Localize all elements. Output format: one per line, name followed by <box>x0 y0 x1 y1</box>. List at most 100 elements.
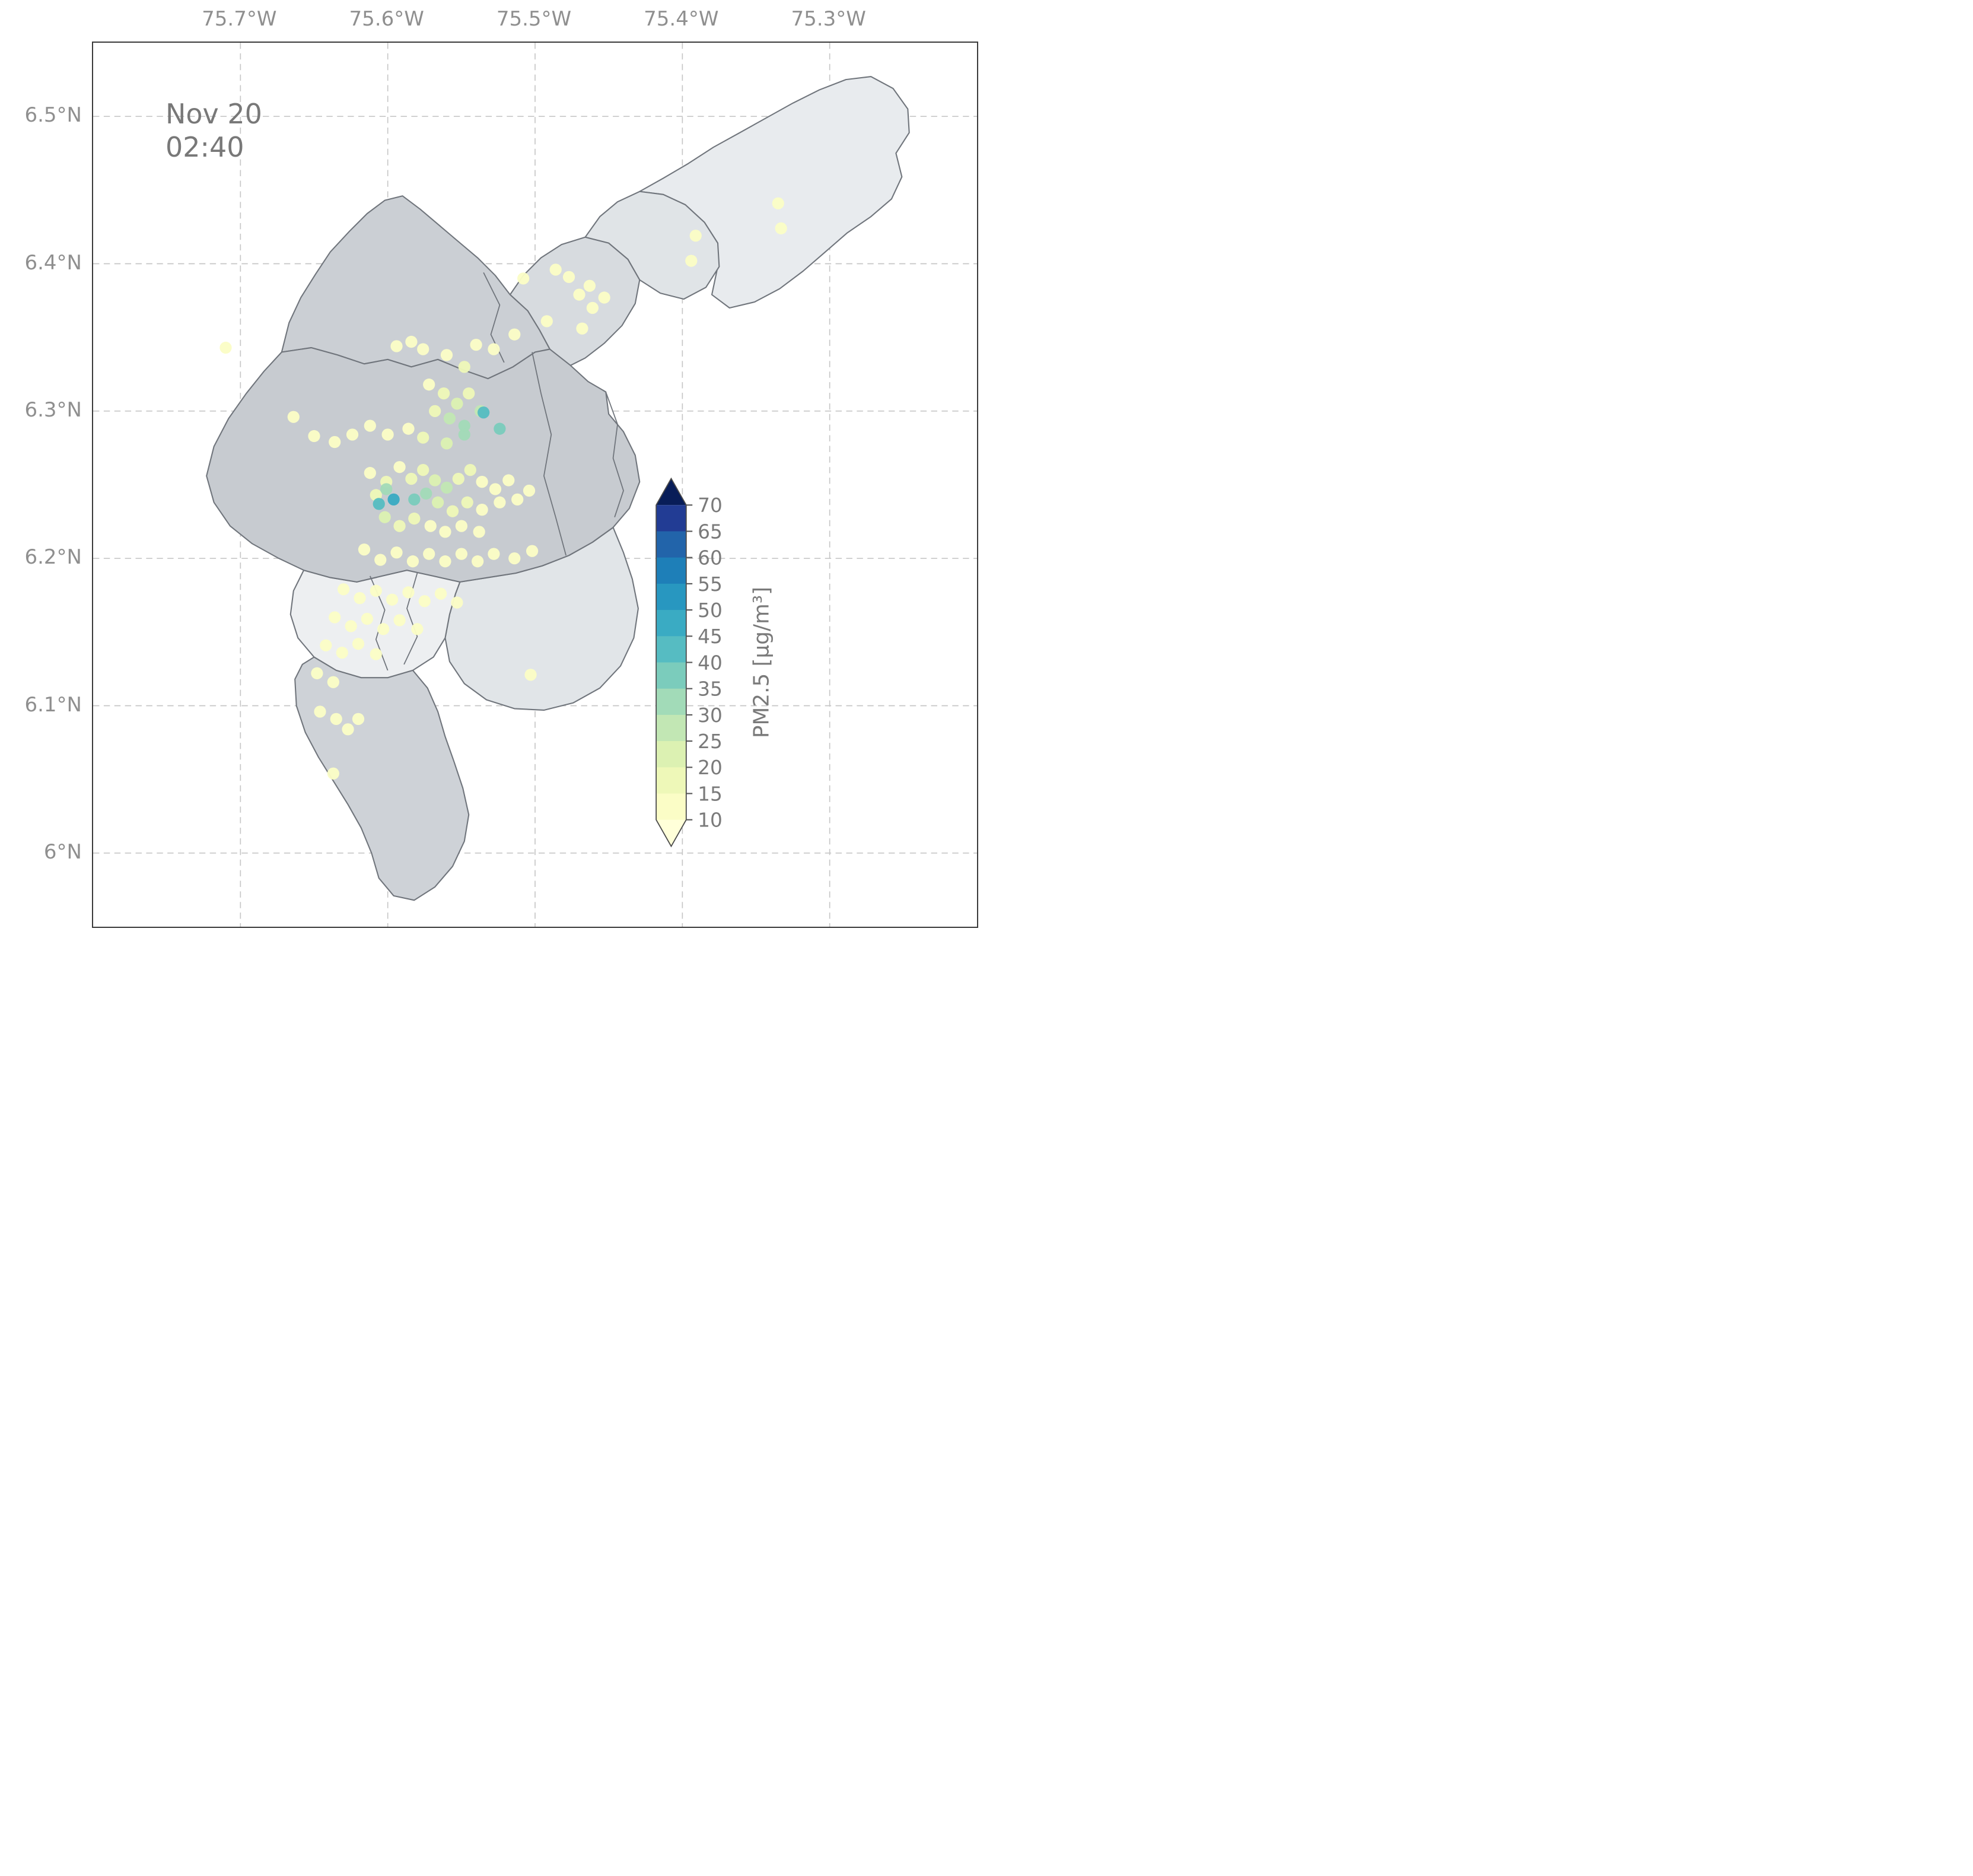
colorbar-tick-label: 70 <box>698 494 723 517</box>
scatter-point <box>452 472 464 485</box>
colorbar-tick-label: 30 <box>698 704 723 727</box>
scatter-point <box>364 467 376 479</box>
scatter-point <box>439 555 451 568</box>
scatter-point <box>508 552 521 565</box>
scatter-point <box>364 419 376 432</box>
scatter-point <box>420 487 432 500</box>
y-tick-label: 6.2°N <box>24 545 82 570</box>
scatter-point <box>429 474 441 487</box>
y-tick-label: 6.5°N <box>24 103 82 128</box>
scatter-point <box>408 493 421 506</box>
scatter-point <box>330 713 342 725</box>
municipality-inner-border <box>605 392 624 517</box>
y-tick-label: 6.4°N <box>24 250 82 275</box>
scatter-point <box>393 461 406 473</box>
colorbar-bin <box>656 505 686 532</box>
scatter-point <box>451 596 463 609</box>
scatter-point <box>424 520 437 532</box>
scatter-point <box>418 595 431 608</box>
scatter-point <box>417 463 429 476</box>
pm25-scatter-points <box>219 197 787 780</box>
colorbar-axis-label: PM2.5 [µg/m³] <box>749 587 774 738</box>
colorbar-bin <box>656 583 686 611</box>
scatter-point <box>374 554 387 566</box>
scatter-point <box>417 343 429 355</box>
scatter-point <box>494 422 506 435</box>
colorbar-bin <box>656 688 686 716</box>
scatter-point <box>476 504 488 516</box>
scatter-point <box>524 669 537 681</box>
scatter-point <box>393 520 406 532</box>
scatter-point <box>517 272 530 285</box>
scatter-point <box>411 623 424 635</box>
colorbar-tick-label: 60 <box>698 547 723 570</box>
timestamp-time: 02:40 <box>166 131 244 164</box>
scatter-point <box>423 548 435 560</box>
colorbar-tick-label: 65 <box>698 520 723 543</box>
scatter-point <box>387 493 400 506</box>
scatter-point <box>352 638 365 650</box>
scatter-point <box>417 431 429 444</box>
scatter-point <box>488 343 500 355</box>
scatter-point <box>463 387 475 400</box>
scatter-point <box>458 419 470 432</box>
colorbar-tick-label: 50 <box>698 599 723 622</box>
scatter-point <box>573 288 585 301</box>
scatter-point <box>455 548 468 560</box>
scatter-point <box>472 555 484 568</box>
colorbar-tick-label: 45 <box>698 625 723 648</box>
colorbar-tick-label: 35 <box>698 678 723 701</box>
colorbar-bin <box>656 531 686 558</box>
colorbar-bin <box>656 741 686 768</box>
scatter-point <box>314 705 326 718</box>
scatter-point <box>540 315 553 327</box>
scatter-point <box>437 387 450 400</box>
colorbar-tick-label: 25 <box>698 730 723 753</box>
x-tick-label: 75.6°W <box>349 7 424 31</box>
scatter-point <box>489 483 502 495</box>
x-tick-label: 75.3°W <box>791 7 866 31</box>
scatter-point <box>329 611 341 624</box>
scatter-point <box>523 484 536 497</box>
scatter-point <box>464 463 476 476</box>
scatter-point <box>352 713 365 725</box>
scatter-point <box>586 301 599 314</box>
scatter-point <box>476 475 488 488</box>
scatter-point <box>473 526 485 538</box>
scatter-point <box>327 676 339 688</box>
colorbar-tick-label: 40 <box>698 651 723 674</box>
scatter-point <box>526 545 539 557</box>
scatter-point <box>429 405 441 418</box>
scatter-point <box>598 291 610 304</box>
scatter-point <box>329 435 341 449</box>
pm25-map-figure: 75.7°W 75.6°W 75.5°W 75.4°W 75.3°W 6.5°N 6.4°… <box>0 0 986 938</box>
scatter-point <box>461 496 473 508</box>
scatter-point <box>402 422 415 435</box>
scatter-point <box>373 498 385 510</box>
colorbar-bin <box>656 610 686 637</box>
scatter-point <box>549 263 562 276</box>
scatter-point <box>458 361 470 373</box>
scatter-point <box>446 505 459 517</box>
scatter-point <box>336 646 348 659</box>
scatter-point <box>381 428 394 441</box>
x-tick-label: 75.5°W <box>496 7 572 31</box>
scatter-point <box>443 412 456 425</box>
scatter-point <box>390 340 403 352</box>
colorbar-bin <box>656 557 686 584</box>
colorbar-bin <box>656 662 686 689</box>
scatter-point <box>488 548 500 560</box>
scatter-point <box>393 614 406 627</box>
map-plot-area: 10 15 20 25 30 35 40 45 50 55 60 65 70 PM2.5 [µg/m³] … <box>92 42 978 928</box>
scatter-point <box>440 349 453 361</box>
scatter-point <box>772 197 784 209</box>
scatter-point <box>370 584 382 597</box>
scatter-point <box>451 398 463 410</box>
scatter-point <box>502 474 515 487</box>
scatter-point <box>440 481 453 494</box>
x-tick-label: 75.4°W <box>644 7 719 31</box>
scatter-point <box>405 335 418 348</box>
colorbar-tick-label: 10 <box>698 809 723 832</box>
scatter-point <box>431 496 444 508</box>
scatter-point <box>287 411 300 423</box>
